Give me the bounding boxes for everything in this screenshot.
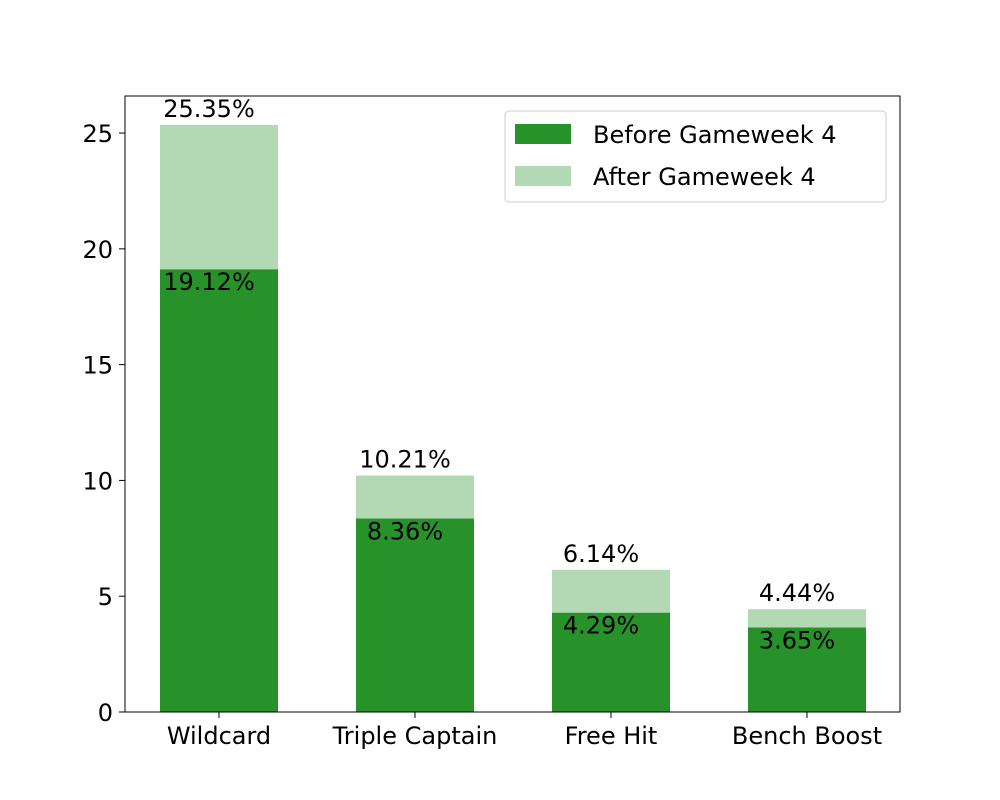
data-labels-group: 25.35% 19.12% 10.21% 8.36% 6.14% 4.29% 4.44% 3.… (163, 95, 835, 655)
before-label-3: 3.65% (759, 626, 835, 654)
bar-after-2 (552, 569, 670, 613)
plot-frame (124, 95, 901, 713)
before-label-1: 8.36% (367, 517, 443, 545)
bar-after-0 (160, 124, 278, 270)
legend-swatch-0 (515, 124, 571, 144)
y-tick-label-4: 20 (82, 236, 113, 264)
axes-group: Wildcard Triple Captain Free Hit Bench Boos… (82, 95, 901, 750)
legend-swatch-1 (515, 166, 571, 186)
total-label-3: 4.44% (759, 579, 835, 607)
bars-group (160, 124, 866, 712)
y-tick-label-2: 10 (82, 467, 113, 495)
y-tick-label-0: 0 (98, 699, 113, 727)
bar-before-2 (552, 612, 670, 712)
bar-before-0 (160, 269, 278, 712)
x-tick-label-3: Bench Boost (732, 722, 882, 750)
total-label-1: 10.21% (359, 446, 451, 474)
bar-after-3 (748, 609, 866, 628)
bar-after-1 (356, 475, 474, 519)
x-tick-label-1: Triple Captain (332, 722, 498, 750)
legend-label-0: Before Gameweek 4 (593, 121, 837, 149)
y-tick-label-5: 25 (82, 120, 113, 148)
legend-label-1: After Gameweek 4 (593, 163, 816, 191)
bar-before-1 (356, 518, 474, 712)
legend-box (504, 110, 887, 203)
total-label-2: 6.14% (563, 540, 639, 568)
before-label-2: 4.29% (563, 612, 639, 640)
y-tick-label-3: 15 (82, 352, 113, 380)
before-label-0: 19.12% (163, 268, 255, 296)
x-tick-label-0: Wildcard (167, 722, 271, 750)
x-tick-label-2: Free Hit (565, 722, 658, 750)
y-tick-label-1: 5 (98, 583, 113, 611)
bar-before-3 (748, 627, 866, 712)
total-label-0: 25.35% (163, 95, 255, 123)
legend: Before Gameweek 4 After Gameweek 4 (504, 110, 887, 203)
